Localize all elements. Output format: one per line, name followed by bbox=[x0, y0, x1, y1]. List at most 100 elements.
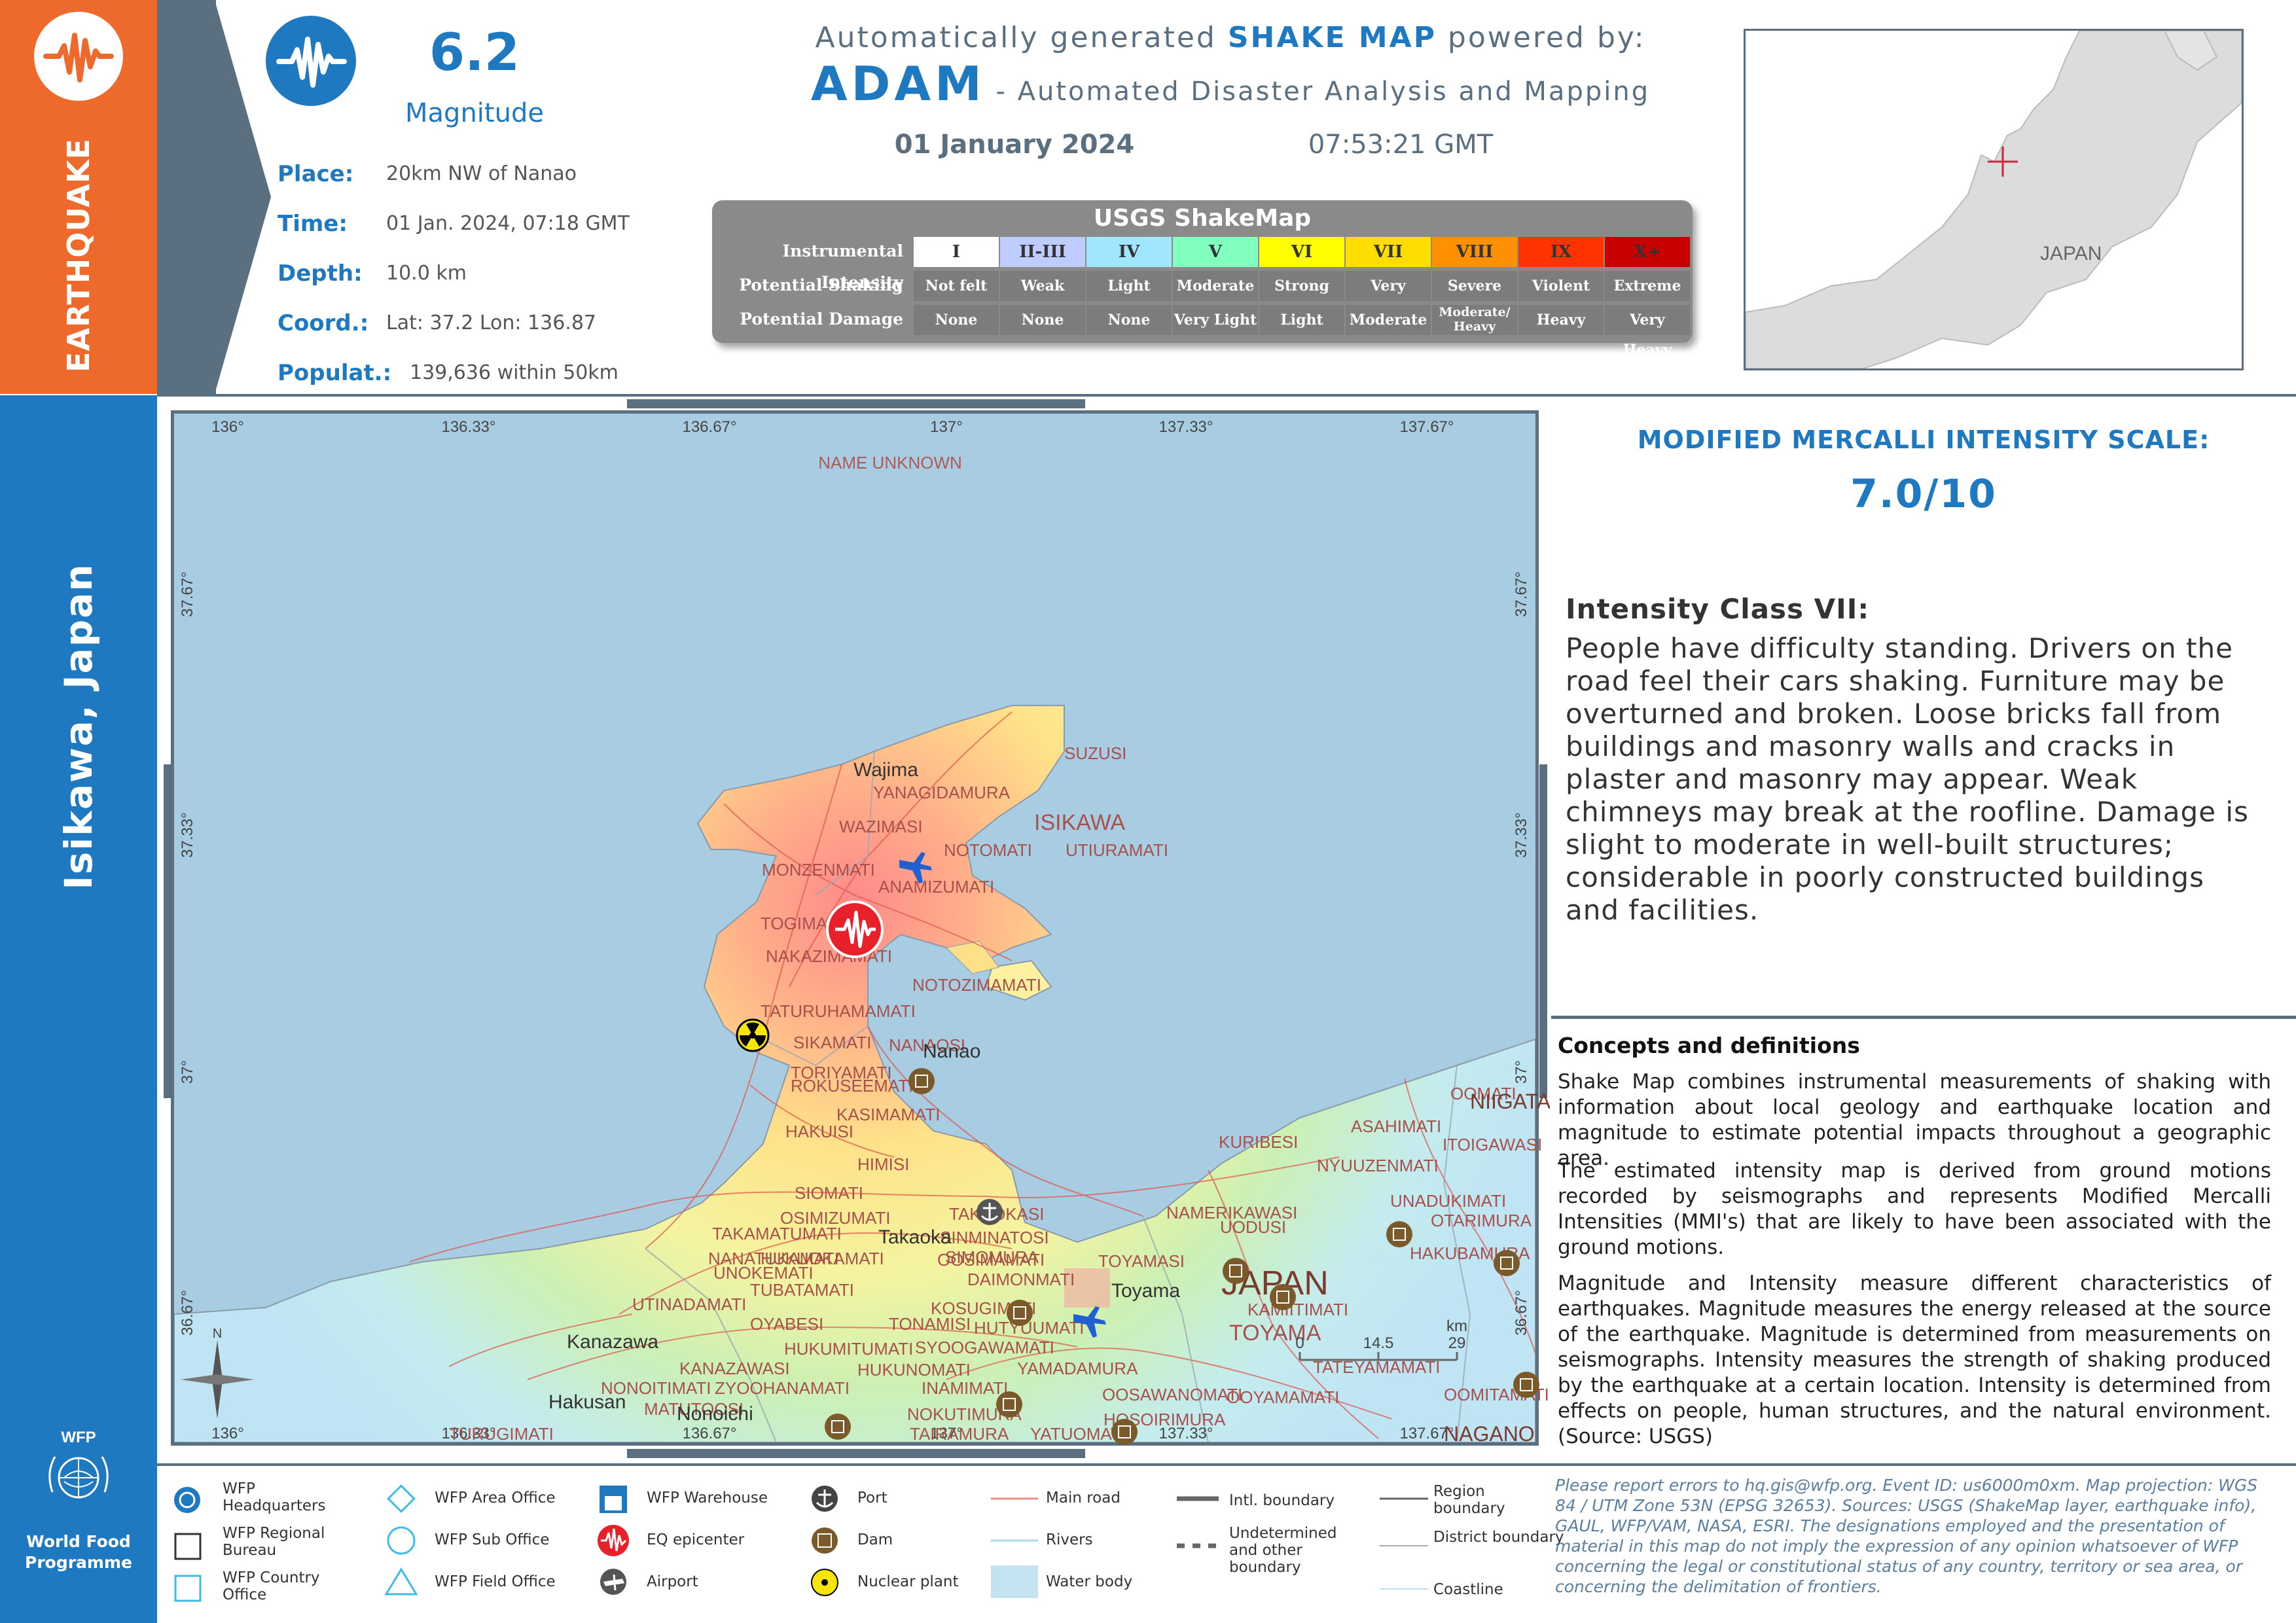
time-value: 01 Jan. 2024, 07:18 GMT bbox=[386, 212, 630, 235]
legend-area-office: WFP Area Office bbox=[435, 1489, 556, 1507]
shakemap-cell-shaking-3: Light bbox=[1086, 271, 1172, 301]
dam-icon bbox=[1494, 1250, 1520, 1276]
place-label-sikamati: SIKAMATI bbox=[793, 1033, 871, 1052]
place-label-tairamura: TAIRAMURA bbox=[910, 1424, 1009, 1444]
legend-regional-bureau: WFP Regional Bureau bbox=[223, 1525, 325, 1559]
place-label-suzusi: SUZUSI bbox=[1064, 743, 1126, 763]
inset-locator-map: JAPAN bbox=[1744, 29, 2244, 370]
scale-zero: 0 bbox=[1295, 1334, 1304, 1352]
bottom-tick-5: 137.33° bbox=[1158, 1425, 1213, 1442]
wfp-name-line1: World Food bbox=[26, 1532, 131, 1551]
row-label-damage: Potential Damage bbox=[740, 310, 903, 329]
place-label-inamimati: INAMIMATI bbox=[922, 1378, 1008, 1398]
legend-dam: Dam bbox=[857, 1531, 893, 1548]
right-tick-1: 37.67° bbox=[1513, 571, 1530, 617]
shakemap-cell-shaking-1: Not felt bbox=[914, 271, 999, 301]
place-label-osimizumati: OSIMIZUMATI bbox=[780, 1208, 891, 1228]
place-label-hukunomati: HUKUNOMATI bbox=[857, 1360, 971, 1380]
place-label-oomati: OOMATI bbox=[1450, 1084, 1516, 1103]
inset-country-label: JAPAN bbox=[2040, 243, 2102, 264]
dam-icon bbox=[1111, 1419, 1138, 1445]
place-label-hukumitumati: HUKUMITUMATI bbox=[784, 1339, 913, 1359]
bottom-tick-4: 137° bbox=[930, 1425, 963, 1442]
concepts-paragraph-3: Magnitude and Intensity measure differen… bbox=[1558, 1272, 2271, 1448]
earthquake-category-bar: EARTHQUAKE bbox=[0, 0, 157, 394]
shakemap-cell-shaking-6: Very Strong bbox=[1346, 271, 1431, 325]
place-label-takamatumati: TAKAMATUMATI bbox=[712, 1224, 842, 1243]
right-tick-4: 36.67° bbox=[1513, 1290, 1530, 1336]
dam-icon bbox=[1223, 1258, 1249, 1284]
place-label-toyamasi: TOYAMASI bbox=[1098, 1251, 1185, 1271]
shakemap-cell-damage-8: Heavy bbox=[1518, 305, 1604, 335]
place-label-yatuomati: YATUOMATI bbox=[1030, 1424, 1126, 1444]
place-label-kuribesi: KURIBESI bbox=[1219, 1132, 1298, 1152]
place-label-oyabesi: OYABESI bbox=[750, 1314, 823, 1334]
place-label-sinminatosi: SINMINATOSI bbox=[940, 1228, 1049, 1247]
place-label-kamiitimati: KAMIITIMATI bbox=[1247, 1300, 1348, 1319]
seismograph-icon bbox=[34, 12, 123, 101]
shakemap-cell-damage-5: Light bbox=[1259, 305, 1344, 335]
place-label-utinadamati: UTINADAMATI bbox=[632, 1294, 746, 1314]
shakemap-cell-damage-1: None bbox=[914, 305, 999, 335]
region-niigata: NIIGATA bbox=[1470, 1090, 1550, 1113]
place-label-unokemati: UNOKEMATI bbox=[713, 1263, 814, 1283]
shakemap-cell-shaking-9: Extreme bbox=[1605, 271, 1690, 301]
place-label-tubatamati: TUBATAMATI bbox=[750, 1280, 854, 1300]
port-icon bbox=[977, 1199, 1003, 1225]
report-date: 01 January 2024 bbox=[894, 130, 1135, 160]
left-tick-3: 37° bbox=[179, 1060, 196, 1084]
place-label-himisi: HIMISI bbox=[857, 1154, 909, 1174]
intensity-class-title: Intensity Class VII: bbox=[1566, 593, 1870, 625]
adam-subtitle: - Automated Disaster Analysis and Mappin… bbox=[985, 77, 1651, 107]
place-label-rokuseemati: ROKUSEEMATI bbox=[791, 1076, 913, 1096]
right-tick-2: 37.33° bbox=[1513, 812, 1530, 858]
place-label-matutoosi: MATUTOOSI bbox=[644, 1399, 744, 1419]
shake-map[interactable]: 136° 136.33° 136.67° 137° 137.33° 137.67… bbox=[161, 398, 1551, 1461]
report-time: 07:53:21 GMT bbox=[1308, 130, 1494, 160]
legend-coastline: Coastline bbox=[1433, 1581, 1503, 1598]
city-label-takaoka: Takaoka bbox=[878, 1226, 952, 1248]
place-label-syoogawamati: SYOOGAWAMATI bbox=[915, 1338, 1054, 1357]
city-label-toyama: Toyama bbox=[1111, 1280, 1180, 1302]
place-label-ooyamamati: OOYAMAMATI bbox=[1227, 1387, 1339, 1407]
shakemap-cell-intensity-9: X+ bbox=[1605, 237, 1690, 267]
population-key: Populat.: bbox=[278, 360, 392, 386]
place-label-hakuisi: HAKUISI bbox=[785, 1122, 853, 1141]
wfp-name: World Food Programme bbox=[0, 1531, 157, 1573]
place-label-togima: TOGIMA bbox=[761, 914, 828, 933]
city-label-kanazawa: Kanazawa bbox=[567, 1331, 658, 1353]
place-key: Place: bbox=[278, 161, 354, 187]
legend-port: Port bbox=[857, 1489, 888, 1507]
place-label-yanagidamura: YANAGIDAMURA bbox=[873, 783, 1011, 802]
legend-rivers: Rivers bbox=[1046, 1531, 1093, 1548]
shakemap-cell-shaking-8: Violent bbox=[1518, 271, 1604, 301]
shakemap-cell-damage-2: None bbox=[1000, 305, 1085, 335]
shakemap-cell-damage-9: Very Heavy bbox=[1605, 305, 1690, 359]
shakemap-cell-intensity-4: V bbox=[1173, 237, 1258, 267]
time-key: Time: bbox=[278, 211, 348, 237]
legend-hq: WFP Headquarters bbox=[223, 1480, 326, 1514]
adam-title: ADAM bbox=[810, 56, 986, 111]
place-label-asahimati: ASAHIMATI bbox=[1351, 1116, 1441, 1136]
top-tick-4: 137° bbox=[930, 418, 963, 436]
place-label-notozimamati: NOTOZIMAMATI bbox=[912, 975, 1041, 995]
top-tick-6: 137.67° bbox=[1399, 418, 1454, 436]
bottom-tick-2: 136.33° bbox=[441, 1425, 495, 1442]
legend-country-office: WFP Country Office bbox=[223, 1569, 320, 1603]
top-tick-2: 136.33° bbox=[441, 418, 495, 436]
city-label-nonoichi: Nonoichi bbox=[677, 1403, 753, 1425]
place-label-uodusi: UODUSI bbox=[1220, 1217, 1286, 1237]
place-label-anamizumati: ANAMIZUMATI bbox=[878, 877, 994, 897]
place-label-namerikawasi: NAMERIKAWASI bbox=[1166, 1203, 1297, 1222]
right-tick-3: 37° bbox=[1513, 1060, 1530, 1084]
shakemap-cell-intensity-6: VII bbox=[1346, 237, 1431, 267]
shakemap-cell-damage-6: Moderate bbox=[1346, 305, 1431, 335]
dam-icon bbox=[1270, 1284, 1296, 1310]
legend-sub-office: WFP Sub Office bbox=[435, 1531, 550, 1548]
category-label: EARTHQUAKE bbox=[61, 138, 96, 372]
place-label-itoigawasi: ITOIGAWASI bbox=[1443, 1135, 1542, 1154]
concepts-divider bbox=[1551, 1016, 2296, 1019]
legend-epicenter: EQ epicenter bbox=[647, 1531, 745, 1548]
legend-warehouse: WFP Warehouse bbox=[647, 1489, 768, 1507]
place-label-kasimamati: KASIMAMATI bbox=[836, 1105, 940, 1124]
